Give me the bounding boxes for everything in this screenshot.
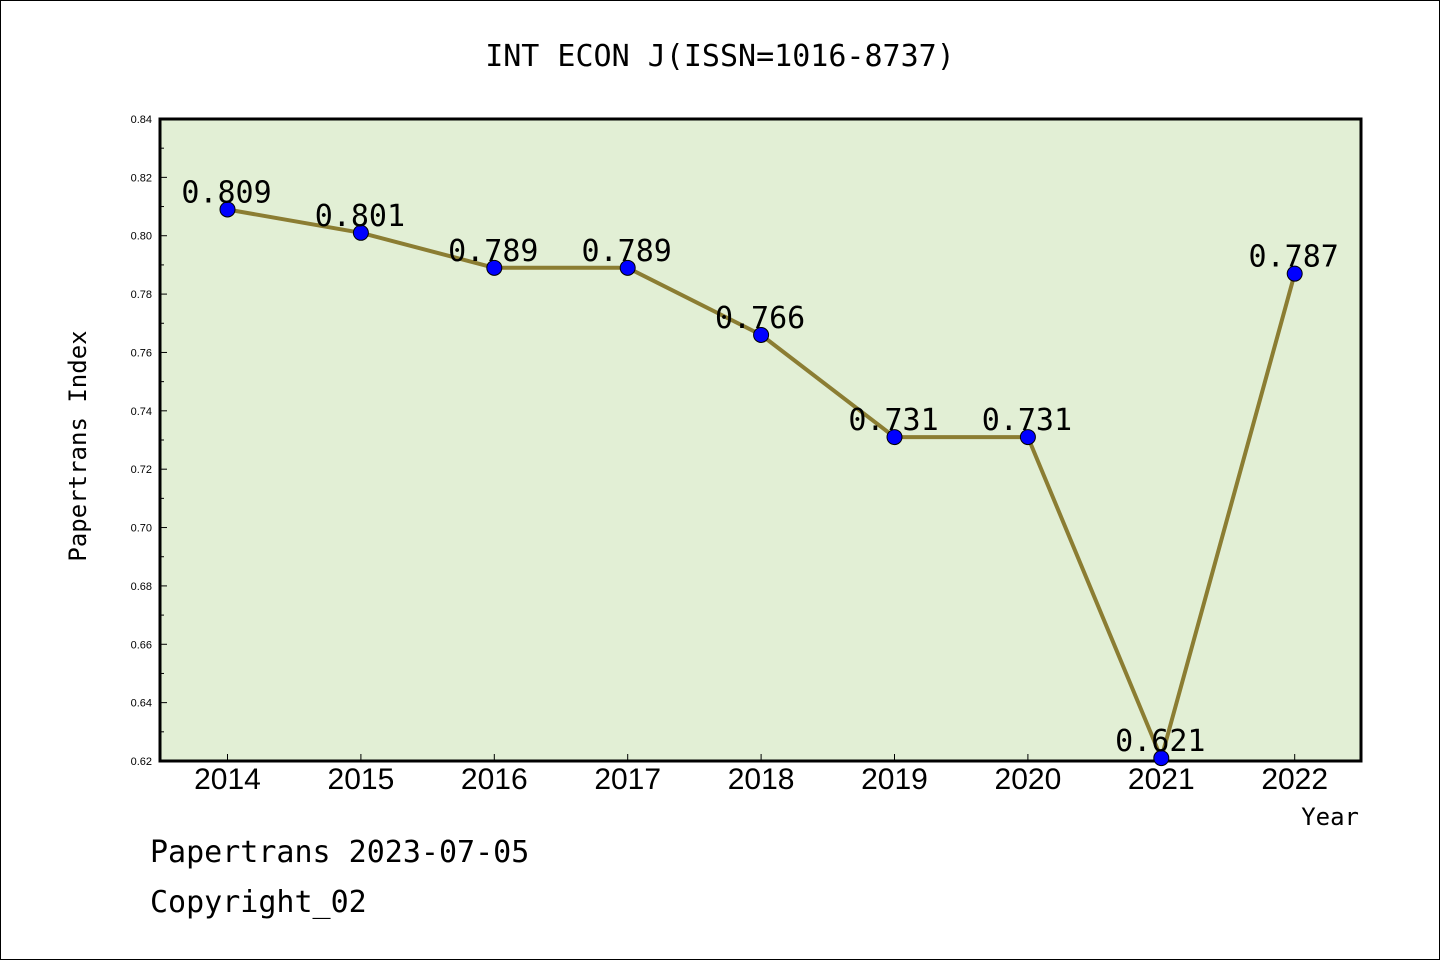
- data-label: 0.801: [315, 199, 405, 234]
- data-point: [1019, 429, 1036, 446]
- footer-date: Papertrans 2023-07-05: [150, 835, 530, 870]
- y-tick-label: 0.64: [131, 698, 152, 710]
- data-point: [219, 201, 236, 218]
- y-axis-label: Papertrans Index: [64, 330, 92, 561]
- y-tick-label: 0.76: [131, 347, 152, 359]
- data-point: [886, 429, 903, 446]
- footer-copyright: Copyright_02: [150, 885, 367, 920]
- x-tick-label: 2018: [728, 763, 795, 796]
- x-axis-label: Year: [1301, 803, 1359, 831]
- y-tick-label: 0.66: [131, 639, 152, 651]
- y-tick-label: 0.72: [131, 464, 152, 476]
- data-label: 0.766: [715, 301, 805, 336]
- x-tick-label: 2022: [1261, 763, 1328, 796]
- x-tick-label: 2017: [594, 763, 661, 796]
- data-label: 0.731: [982, 403, 1072, 438]
- y-tick-label: 0.84: [131, 114, 152, 126]
- data-point: [486, 259, 503, 276]
- y-tick-label: 0.78: [131, 289, 152, 301]
- data-point: [1153, 750, 1170, 767]
- y-tick-label: 0.68: [131, 581, 152, 593]
- y-tick-label: 0.62: [131, 756, 152, 768]
- series-layer: [219, 201, 1303, 767]
- x-tick-label: 2015: [328, 763, 395, 796]
- data-label: 0.787: [1249, 240, 1339, 275]
- data-point: [1286, 265, 1303, 282]
- x-tick-label: 2021: [1128, 763, 1195, 796]
- y-tick-label: 0.80: [131, 231, 152, 243]
- y-tick-label: 0.74: [131, 406, 152, 418]
- y-axis: 0.62 0.64 0.66 0.68 0.70 0.72 0.74 0.76 0.78 0.80…: [131, 114, 167, 768]
- x-tick-label: 2019: [861, 763, 928, 796]
- x-tick-label: 2020: [995, 763, 1062, 796]
- data-point: [619, 259, 636, 276]
- data-label: 0.789: [448, 234, 538, 269]
- chart-title: INT ECON J(ISSN=1016-8737): [485, 39, 955, 74]
- x-axis: 2014 2015 2016 2017 2018 2019 2020 2021 2022: [194, 754, 1328, 796]
- data-label: 0.809: [181, 175, 271, 210]
- y-tick-label: 0.70: [131, 523, 152, 535]
- data-point: [352, 224, 369, 241]
- data-point: [753, 326, 770, 343]
- y-tick-label: 0.82: [131, 172, 152, 184]
- data-label: 0.731: [848, 403, 938, 438]
- x-tick-label: 2016: [461, 763, 528, 796]
- data-label-layer: 0.809 0.801 0.789 0.789 0.766 0.731 0.731 0.621…: [181, 175, 1339, 759]
- data-label: 0.789: [582, 234, 672, 269]
- x-tick-label: 2014: [194, 763, 261, 796]
- data-label: 0.621: [1115, 724, 1205, 759]
